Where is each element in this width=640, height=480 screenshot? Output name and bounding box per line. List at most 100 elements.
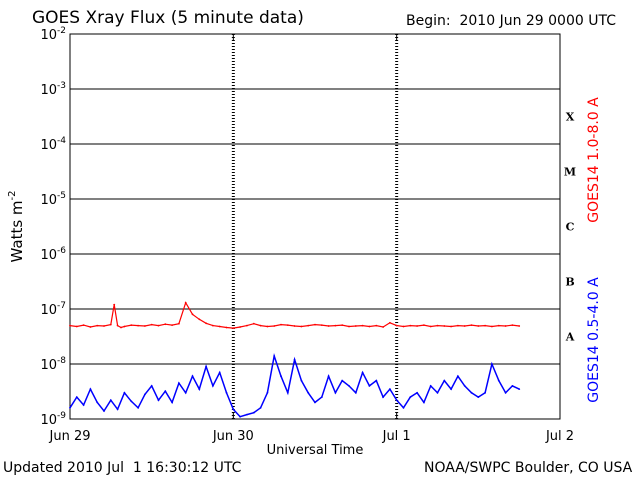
data-point: [96, 401, 99, 404]
data-point: [212, 385, 214, 387]
data-point: [361, 324, 364, 327]
data-point: [491, 325, 493, 328]
data-point: [184, 391, 187, 394]
y-tick-label: 10-5: [40, 191, 66, 208]
data-point: [252, 322, 255, 325]
data-point: [416, 325, 418, 327]
data-point: [120, 326, 122, 329]
data-point: [429, 385, 432, 387]
data-point: [130, 324, 133, 326]
data-point: [116, 324, 119, 327]
data-point: [252, 411, 255, 414]
data-point: [89, 388, 92, 390]
data-point: [484, 391, 486, 394]
data-point: [150, 323, 153, 326]
data-point: [450, 325, 452, 328]
data-point: [75, 396, 78, 398]
data-point: [314, 323, 316, 326]
data-point: [218, 371, 221, 374]
data-point: [150, 385, 153, 387]
data-point: [443, 379, 446, 382]
data-point: [354, 391, 357, 394]
x-tick-label: Jun 30: [212, 429, 254, 444]
data-point: [259, 324, 262, 327]
data-point: [395, 324, 398, 327]
data-point: [164, 390, 167, 393]
data-point: [286, 324, 289, 326]
data-point: [171, 324, 174, 326]
data-point: [198, 318, 201, 321]
data-point: [157, 399, 160, 402]
data-point: [113, 303, 116, 306]
data-point: [130, 400, 133, 403]
data-point: [69, 324, 71, 327]
flare-class-m: M: [564, 166, 576, 179]
data-point: [470, 391, 473, 394]
data-point: [280, 375, 282, 378]
data-point: [286, 391, 289, 394]
flare-class-x: X: [566, 111, 575, 124]
data-point: [375, 379, 378, 382]
data-point: [348, 325, 350, 328]
series-legend-label: GOES14 0.5-4.0 A: [586, 277, 602, 403]
data-point: [423, 324, 425, 326]
data-point: [307, 324, 310, 327]
data-point: [89, 326, 92, 328]
data-point: [341, 324, 344, 326]
data-point: [246, 413, 248, 416]
data-point: [198, 388, 201, 390]
data-point: [327, 375, 330, 378]
data-point: [450, 388, 452, 390]
data-point: [293, 325, 296, 327]
data-point: [191, 313, 194, 316]
data-point: [497, 379, 500, 382]
x-tick-label: Jul 1: [382, 429, 411, 444]
y-tick-label: 10-3: [40, 81, 66, 98]
y-axis-label: Watts m-2: [7, 190, 26, 262]
data-point: [293, 358, 296, 361]
data-point: [341, 379, 344, 382]
data-point: [409, 396, 412, 398]
data-point: [375, 324, 378, 327]
data-point: [123, 325, 126, 328]
data-point: [354, 325, 357, 327]
y-tick-label: 10-7: [40, 301, 66, 318]
data-point: [504, 325, 507, 327]
y-tick-label: 10-9: [40, 411, 66, 428]
data-point: [82, 404, 85, 406]
data-point: [232, 327, 235, 329]
data-point: [259, 406, 262, 409]
data-point: [164, 323, 167, 326]
y-tick-label: 10-4: [40, 136, 66, 153]
data-point: [334, 391, 337, 394]
data-point: [416, 391, 418, 394]
series-legend-label: GOES14 1.0-8.0 A: [586, 97, 602, 223]
data-point: [314, 401, 316, 404]
data-point: [470, 324, 473, 326]
data-point: [402, 325, 405, 328]
data-point: [320, 396, 323, 398]
data-point: [109, 323, 112, 326]
data-point: [518, 388, 521, 390]
data-point: [389, 388, 391, 390]
data-point: [266, 391, 269, 394]
data-point: [205, 365, 208, 368]
data-point: [518, 325, 521, 327]
flare-class-a: A: [565, 331, 575, 344]
data-point: [484, 324, 486, 327]
data-point: [300, 325, 303, 328]
data-point: [409, 324, 412, 327]
data-point: [280, 323, 282, 326]
data-point: [382, 326, 384, 328]
data-point: [171, 401, 174, 404]
begin-label: Begin: 2010 Jun 29 0000 UTC: [406, 13, 616, 29]
data-point: [423, 401, 425, 404]
data-point: [69, 406, 71, 409]
data-point: [368, 385, 371, 387]
data-point: [225, 326, 228, 329]
data-point: [218, 325, 221, 328]
data-point: [96, 324, 99, 327]
data-point: [457, 375, 459, 378]
data-point: [382, 396, 384, 398]
data-point: [178, 322, 180, 325]
